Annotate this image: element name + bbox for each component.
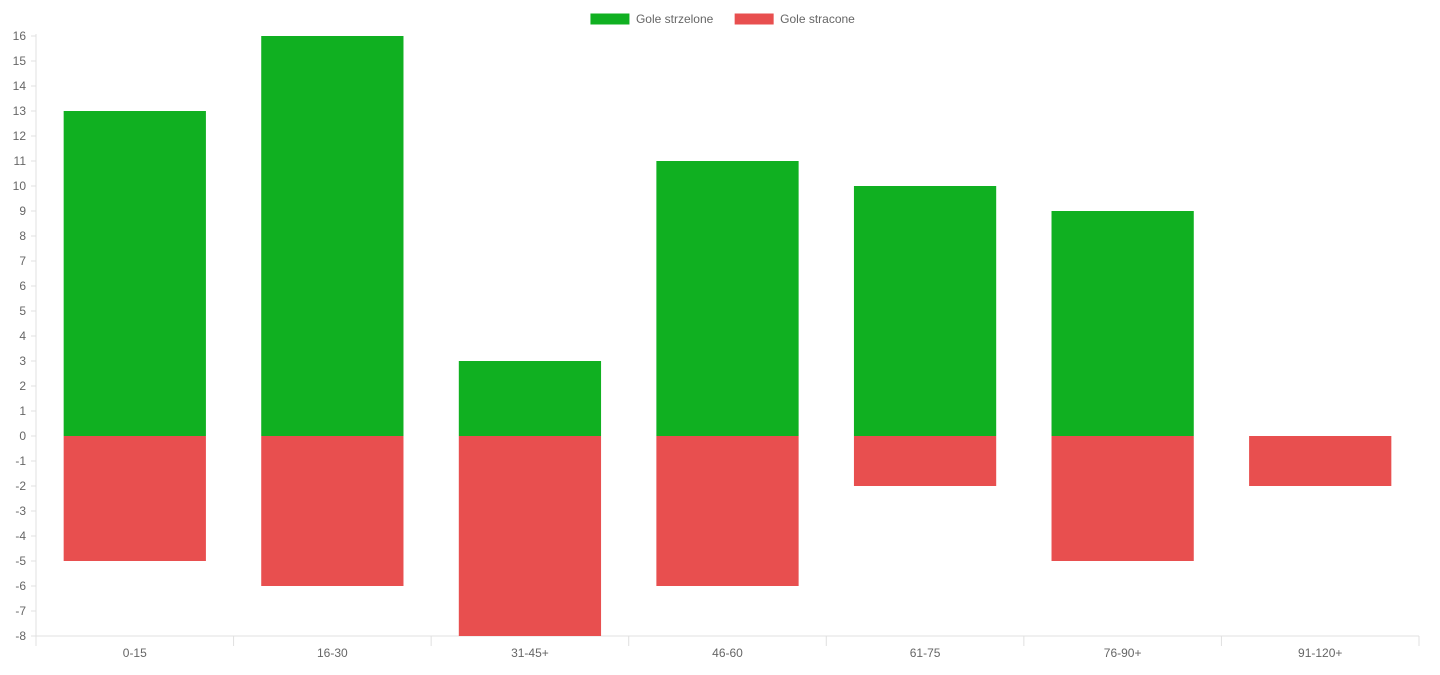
bars: [63, 36, 1392, 636]
y-tick-label: 6: [19, 279, 26, 293]
bar-scored-0-15[interactable]: [63, 111, 206, 436]
bar-scored-31-45+[interactable]: [458, 361, 602, 436]
y-tick-label: -3: [15, 504, 26, 518]
bar-scored-16-30[interactable]: [261, 36, 404, 436]
legend-item-scored[interactable]: Gole strzelone: [589, 12, 714, 26]
y-tick-label: 2: [19, 379, 26, 393]
bar-conceded-31-45+[interactable]: [458, 436, 602, 636]
y-tick-label: -1: [15, 454, 26, 468]
y-tick-label: 7: [19, 254, 26, 268]
y-tick-label: -6: [15, 579, 26, 593]
y-tick-label: 10: [13, 179, 27, 193]
y-tick-label: 11: [14, 154, 27, 168]
legend-label: Gole strzelone: [636, 12, 714, 26]
x-tick-label: 61-75: [910, 646, 941, 660]
y-tick-label: 8: [19, 229, 26, 243]
legend-swatch: [589, 12, 631, 26]
y-tick-label: 3: [19, 354, 26, 368]
legend-item-conceded[interactable]: Gole stracone: [733, 12, 855, 26]
y-tick-label: 16: [13, 29, 27, 43]
y-tick-label: -5: [15, 554, 26, 568]
bar-conceded-0-15[interactable]: [63, 436, 206, 561]
y-tick-label: 14: [13, 79, 27, 93]
legend-swatch: [733, 12, 775, 26]
y-tick-label: 15: [13, 54, 27, 68]
bar-scored-46-60[interactable]: [656, 161, 799, 436]
x-tick-label: 46-60: [712, 646, 743, 660]
bar-conceded-61-75[interactable]: [853, 436, 997, 486]
y-tick-label: -2: [15, 479, 26, 493]
y-tick-label: 1: [19, 404, 26, 418]
legend-label: Gole stracone: [780, 12, 855, 26]
y-tick-label: 4: [19, 329, 26, 343]
y-tick-label: 5: [19, 304, 26, 318]
x-tick-label: 16-30: [317, 646, 348, 660]
legend: Gole strzelone Gole stracone: [589, 12, 855, 26]
bar-conceded-76-90+[interactable]: [1051, 436, 1194, 561]
bar-conceded-46-60[interactable]: [656, 436, 799, 586]
y-tick-label: 9: [19, 204, 26, 218]
x-tick-label: 0-15: [123, 646, 147, 660]
bar-conceded-91-120+[interactable]: [1249, 436, 1392, 486]
x-tick-label: 91-120+: [1298, 646, 1342, 660]
y-tick-label: -7: [15, 604, 26, 618]
y-tick-label: -4: [15, 529, 26, 543]
y-tick-label: 13: [13, 104, 27, 118]
y-tick-label: 12: [13, 129, 27, 143]
x-tick-label: 31-45+: [511, 646, 549, 660]
bar-scored-76-90+[interactable]: [1051, 211, 1194, 436]
x-tick-label: 76-90+: [1104, 646, 1142, 660]
y-tick-label: 0: [19, 429, 26, 443]
y-tick-label: -8: [15, 629, 26, 643]
bar-conceded-16-30[interactable]: [261, 436, 404, 586]
x-axis: 0-15 16-30 31-45+ 46-60 61-75 76-90+ 91-120+: [35, 635, 1420, 660]
bar-scored-61-75[interactable]: [853, 186, 997, 436]
